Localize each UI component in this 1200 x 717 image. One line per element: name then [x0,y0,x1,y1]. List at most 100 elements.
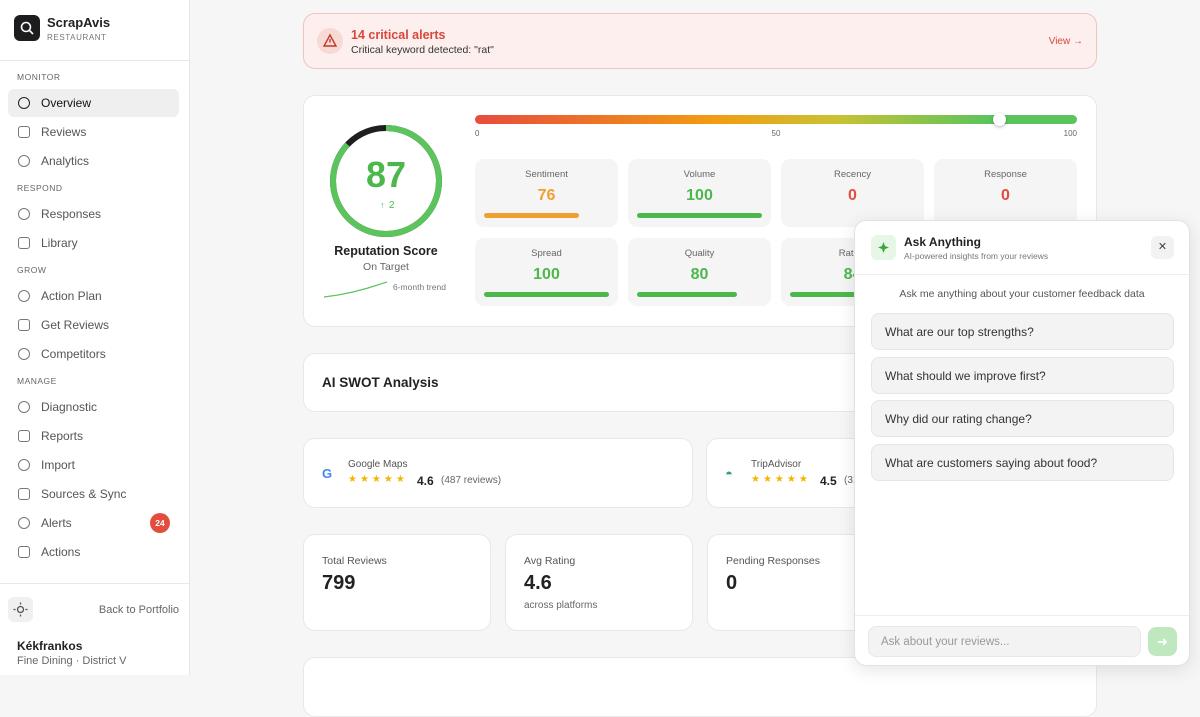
score-gauge [475,115,1077,124]
chat-suggestion[interactable]: Why did our rating change? [871,400,1174,437]
nav-item[interactable]: Reviews [8,118,179,146]
nav-item[interactable]: Import [8,451,179,479]
component-card: Recency 0 [781,159,924,227]
swot-title: AI SWOT Analysis [322,375,439,390]
stat-value: 4.6 [524,572,552,594]
platform-icon: ◓ [725,466,733,481]
gauge-tick-label: 0 [475,129,480,138]
component-name: Rating [838,248,867,259]
nav-label: Reports [41,429,84,443]
nav-icon [18,290,30,302]
stat-label: Pending Responses [726,555,820,567]
nav-item[interactable]: Reports [8,422,179,450]
nav-item[interactable]: Library [8,229,179,257]
stat-label: Total Reviews [322,555,387,567]
gauge-marker [992,113,1006,126]
nav-label: Import [41,458,76,472]
nav-label: Competitors [41,347,106,361]
nav-item[interactable]: Competitors [8,340,179,368]
component-card: Quality 80 [628,238,771,306]
alert-title: 14 critical alerts [351,28,446,42]
platform-name: Google Maps [348,459,408,470]
component-name: Quality [684,248,715,259]
sidebar: ScrapAvis RESTAURANT MONITOR Overview Revi… [0,0,190,675]
sparkline [323,281,388,298]
chat-suggestion-text: What should we improve first? [885,368,1046,383]
platform-rating: 4.6 [417,474,434,488]
score-label: Reputation Score [334,244,438,258]
nav-icon [18,517,30,529]
chat-suggestion-text: Why did our rating change? [885,412,1032,426]
back-link[interactable]: Back to Portfolio [98,604,179,616]
nav-label: Reviews [41,125,87,139]
nav-item[interactable]: Diagnostic [8,393,179,421]
nav-label: Analytics [41,154,90,168]
nav-icon [18,546,30,558]
platform-reviews: (487 reviews) [441,475,502,486]
score-up-icon: ↑ [380,200,385,210]
nav-label: Responses [41,207,102,221]
component-name: Volume [683,169,716,180]
section-title: GROW [17,265,47,275]
nav-item[interactable]: Get Reviews [8,311,179,339]
alert-view[interactable]: View → [1048,36,1083,47]
component-name: Sentiment [525,169,568,180]
chat-send[interactable]: ➜ [1148,627,1177,656]
nav-item[interactable]: Alerts 24 [8,509,179,537]
component-name: Spread [531,248,562,259]
score-status: On Target [363,261,409,273]
gauge-tick-label: 100 [1063,129,1077,138]
nav-item[interactable]: Responses [8,200,179,228]
component-value: 0 [848,187,857,204]
nav-item[interactable]: Analytics [8,147,179,175]
nav-label: Actions [41,545,81,559]
nav-label: Overview [41,96,92,110]
brand-sub: RESTAURANT [47,33,107,42]
component-bar [637,213,762,218]
component-value: 76 [537,187,556,204]
nav-label: Diagnostic [41,400,98,414]
gauge-tick-label: 50 [771,129,781,138]
component-bar [637,292,737,297]
chat-suggestion[interactable]: What are our top strengths? [871,313,1174,350]
component-value: 80 [690,266,709,283]
chat-placeholder: Ask about your reviews... [881,636,1010,648]
theme-toggle[interactable] [8,597,33,622]
component-card: Spread 100 [475,238,618,306]
score-arc [330,125,442,237]
stars: ★★★★★ [348,474,408,485]
component-bar [790,292,895,297]
chat-suggestion-text: What are our top strengths? [885,325,1034,339]
component-name: Recency [834,169,871,180]
component-value: 0 [1001,187,1010,204]
stat-card: Total Reviews 799 [303,534,491,631]
alert-banner: 14 critical alerts Critical keyword dete… [303,13,1097,69]
chat-input[interactable]: Ask about your reviews... [868,626,1141,657]
chat-suggestion-text: What are customers saying about food? [885,455,1098,470]
stat-card: Avg Rating 4.6 across platforms [505,534,693,631]
nav-icon [18,319,30,331]
nav-icon [18,126,30,138]
nav-item[interactable]: Overview [8,89,179,117]
nav-item[interactable]: Actions [8,538,179,566]
chat-close[interactable]: ✕ [1151,236,1174,259]
nav-icon [18,401,30,413]
user-detail: Fine Dining · District V [17,655,127,667]
nav-icon [18,488,30,500]
nav-item[interactable]: Action Plan [8,282,179,310]
component-bar [484,292,609,297]
alert-message: Critical keyword detected: "rat" [351,44,494,56]
component-name: Response [984,169,1027,180]
chat-panel: Ask Anything AI-powered insights from yo… [854,220,1190,666]
nav-label: Alerts [41,516,72,530]
nav-item[interactable]: Sources & Sync [8,480,179,508]
chat-title: Ask Anything [904,235,981,249]
chat-suggestion[interactable]: What should we improve first? [871,356,1174,394]
stat-label: Avg Rating [524,555,576,567]
component-card: Sentiment 76 [475,159,618,227]
chat-suggestion[interactable]: What are customers saying about food? [871,443,1174,481]
chat-subtitle: AI-powered insights from your reviews [904,251,1049,261]
platform-name: TripAdvisor [751,459,802,470]
component-value: 100 [686,187,713,204]
stars: ★★★★★ [751,474,811,485]
